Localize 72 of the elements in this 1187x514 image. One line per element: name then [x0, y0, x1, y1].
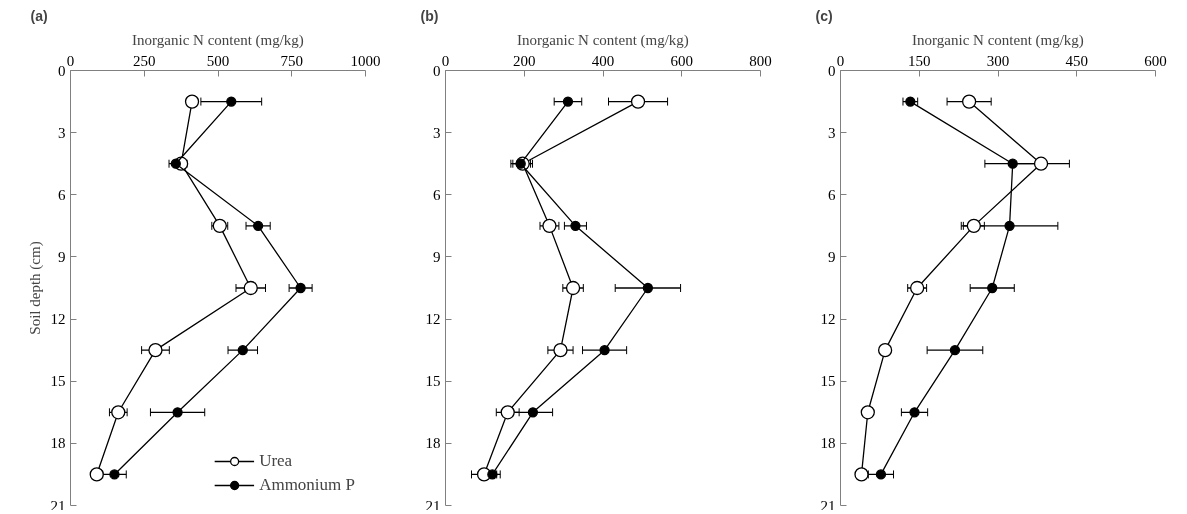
x-tick-label: 250 — [133, 52, 156, 69]
point — [500, 405, 515, 420]
y-tick-label: 12 — [425, 311, 441, 328]
x-axis-title: Inorganic N content (mg/kg) — [132, 31, 304, 49]
y-tick-label: 3 — [58, 124, 66, 141]
point — [854, 467, 869, 482]
point — [1033, 156, 1049, 171]
point — [243, 280, 258, 296]
point — [966, 218, 981, 233]
y-tick-label: 18 — [425, 435, 441, 452]
point — [860, 405, 875, 420]
x-tick-label: 200 — [513, 52, 536, 69]
y-tick-label: 3 — [433, 124, 441, 141]
x-tick-label: 1000 — [350, 52, 381, 69]
y-tick-label: 18 — [50, 435, 66, 452]
y-tick-label: 18 — [820, 435, 836, 452]
chart-title: (c) — [815, 7, 833, 24]
y-tick-label: 21 — [50, 497, 66, 514]
point — [226, 96, 237, 107]
y-tick-label: 3 — [828, 124, 836, 141]
x-tick-label: 450 — [1065, 52, 1088, 69]
y-tick-label: 21 — [425, 497, 441, 514]
point — [642, 282, 654, 294]
point — [599, 345, 610, 356]
y-tick-label: 12 — [50, 311, 66, 328]
point — [237, 345, 248, 356]
y-tick-label: 12 — [820, 311, 836, 328]
y-tick-label: 6 — [433, 186, 441, 203]
y-tick-label: 9 — [828, 248, 836, 265]
x-tick-label: 750 — [280, 52, 303, 69]
point — [949, 345, 961, 356]
y-tick-label: 9 — [58, 248, 66, 265]
point — [172, 407, 183, 418]
y-axis-title: Soil depth (cm) — [26, 241, 44, 335]
point — [909, 407, 920, 418]
legend-label: Ammonium P — [259, 475, 355, 495]
point — [987, 282, 998, 294]
point — [487, 469, 498, 480]
legend-label: Urea — [259, 451, 293, 471]
point — [877, 343, 893, 358]
y-tick-label: 9 — [433, 248, 441, 265]
point — [562, 96, 574, 107]
point — [109, 469, 120, 480]
point — [961, 94, 977, 109]
x-tick-label: 300 — [986, 52, 1010, 69]
x-axis-title: Inorganic N content (mg/kg) — [517, 31, 689, 49]
x-tick-label: 800 — [749, 52, 772, 69]
chart-title: (a) — [30, 7, 48, 24]
y-tick-label: 6 — [58, 186, 66, 203]
x-tick-label: 400 — [591, 52, 615, 69]
y-tick-label: 15 — [820, 373, 836, 390]
x-tick-label: 600 — [670, 52, 693, 69]
x-tick-label: 500 — [206, 52, 230, 69]
point — [553, 343, 568, 358]
point — [252, 220, 264, 231]
point — [527, 407, 539, 418]
y-tick-label: 21 — [820, 497, 836, 514]
y-tick-label: 15 — [425, 373, 441, 390]
point — [875, 469, 887, 480]
point — [89, 467, 104, 482]
y-tick-label: 15 — [50, 373, 66, 390]
x-tick-label: 150 — [908, 52, 931, 69]
point — [1007, 158, 1018, 169]
point — [295, 282, 306, 294]
y-tick-label: 6 — [828, 186, 836, 203]
chart-title: (b) — [420, 7, 439, 24]
point — [570, 220, 581, 231]
x-axis-title: Inorganic N content (mg/kg) — [912, 31, 1084, 49]
point — [1004, 220, 1015, 231]
x-tick-label: 600 — [1144, 52, 1167, 69]
point — [630, 94, 646, 109]
point — [148, 343, 163, 358]
